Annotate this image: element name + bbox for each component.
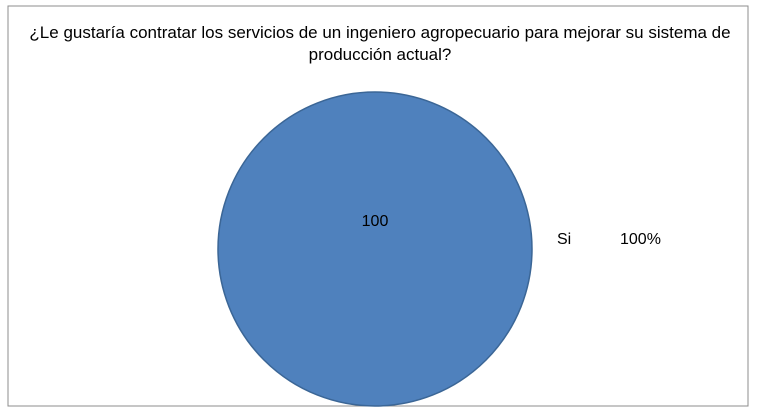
- chart-title: ¿Le gustaría contratar los servicios de …: [29, 23, 731, 64]
- pie-slice: [217, 91, 533, 407]
- legend-label: Si: [557, 231, 571, 248]
- data-label: 100: [362, 213, 389, 230]
- legend-percent: 100%: [620, 231, 661, 248]
